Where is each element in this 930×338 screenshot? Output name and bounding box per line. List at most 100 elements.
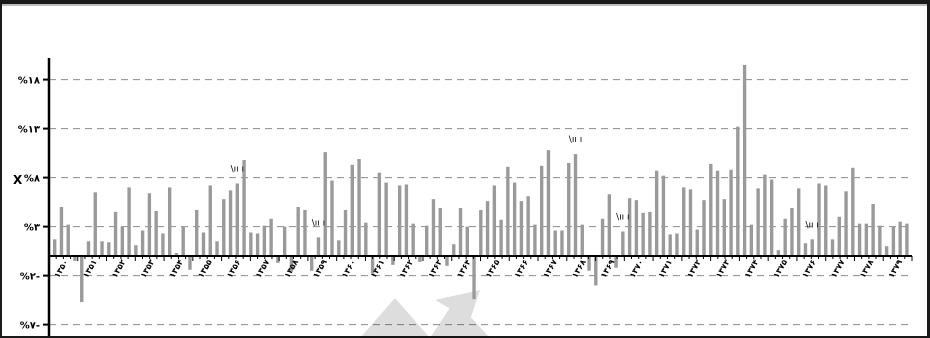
bar-3	[73, 256, 77, 261]
bar-89	[654, 170, 659, 256]
bar-19	[181, 226, 185, 256]
bar-108	[783, 218, 787, 256]
bar-27	[235, 183, 239, 256]
bar-38	[310, 256, 314, 271]
bar-110	[797, 188, 801, 256]
bar-99	[722, 199, 726, 256]
bar-1	[59, 207, 64, 256]
bar-113	[817, 183, 821, 256]
bar-7	[100, 241, 104, 256]
bar-20	[188, 256, 192, 270]
bar-124	[891, 226, 896, 256]
bar-93	[682, 187, 686, 256]
bar-121	[871, 204, 875, 256]
x-tick-label-19: ۱۳۶۹	[599, 258, 617, 280]
bar-98	[715, 170, 720, 256]
bar-106	[769, 179, 774, 256]
bar-36	[296, 207, 300, 256]
bar-71	[533, 224, 537, 256]
x-tick-labels: ۱۳۵۰ ۱۳۵۱ ۱۳۵۲ ۱۳۵۳ ۱۳۵۴ ۱۳۵۵ ۱۳۵۶ ۱۳۵۷ ۱۳۵۸ ۱۳۵۹…	[52, 258, 904, 280]
y-tick-label-4: %۲-	[20, 272, 40, 283]
bar-annotation-1: \ıı ı	[312, 218, 325, 228]
bar-55	[425, 225, 429, 256]
y-tick-label-5: %۷-	[20, 321, 40, 332]
bar-64	[485, 201, 490, 256]
x-tick-label-24: ۱۳۷۴	[743, 258, 761, 280]
bar-107	[776, 250, 781, 256]
bar-109	[790, 207, 794, 256]
x-tick-label-9: ۱۳۵۹	[311, 258, 329, 280]
x-tick-label-12: ۱۳۶۲	[398, 258, 416, 280]
bar-23	[208, 185, 212, 256]
bar-67	[506, 166, 510, 256]
x-tick-label-7: ۱۳۵۷	[254, 258, 272, 280]
bar-8	[107, 242, 111, 256]
bar-31	[262, 225, 267, 256]
bar-10	[120, 226, 125, 256]
bar-83	[614, 256, 618, 268]
watermark-logo	[360, 290, 490, 338]
bar-45	[357, 158, 361, 256]
bar-0	[53, 239, 57, 256]
bar-25	[222, 199, 226, 256]
bar-92	[675, 233, 679, 256]
left-border	[0, 0, 2, 338]
x-tick-label-17: ۱۳۶۷	[541, 258, 559, 280]
bar-82	[607, 194, 612, 256]
x-tick-label-21: ۱۳۷۱	[657, 258, 675, 279]
x-tick-label-6: ۱۳۵۶	[225, 258, 243, 280]
bar-47	[370, 256, 375, 274]
bar-14	[147, 193, 152, 256]
bar-56	[431, 199, 436, 256]
bar-15	[154, 210, 158, 256]
bar-66	[499, 219, 503, 256]
x-tick-label-25: ۱۳۷۵	[772, 258, 790, 280]
bar-9	[113, 211, 118, 256]
bar-85	[627, 198, 632, 256]
bar-54	[418, 256, 422, 262]
x-tick-label-0: ۱۳۵۰	[52, 258, 70, 279]
bar-97	[709, 163, 713, 256]
bar-72	[539, 165, 544, 256]
x-tick-label-3: ۱۳۵۳	[139, 258, 157, 280]
bar-60	[458, 207, 463, 256]
bar-96	[702, 200, 706, 256]
y-tick-labels: %۱۸ %۱۳ %۸ %۳ %۲- %۷-	[18, 76, 40, 332]
bar-77	[573, 154, 578, 256]
bar-30	[255, 233, 260, 256]
bar-50	[391, 256, 395, 265]
x-tick-label-4: ۱۳۵۴	[168, 258, 186, 280]
bar-4	[80, 256, 84, 303]
bar-63	[479, 209, 483, 256]
bar-39	[316, 237, 321, 256]
bar-73	[546, 150, 551, 256]
axes	[43, 58, 913, 336]
bar-29	[249, 232, 253, 256]
bar-115	[830, 239, 835, 256]
right-border	[927, 0, 930, 338]
bar-annotation-4: \ıı ı	[806, 220, 819, 230]
bar-100	[729, 169, 733, 256]
bar-79	[587, 256, 591, 271]
bar-61	[465, 226, 469, 256]
bar-44	[350, 164, 354, 256]
bar-37	[303, 209, 307, 256]
x-tick-label-5: ۱۳۵۵	[196, 258, 214, 280]
bar-84	[621, 231, 625, 256]
bar-101	[736, 126, 740, 256]
bar-75	[560, 230, 564, 256]
bar-2	[66, 224, 70, 256]
top-border	[0, 0, 930, 4]
x-tick-label-13: ۱۳۶۳	[426, 258, 444, 280]
bar-120	[864, 223, 869, 256]
bar-40	[323, 152, 327, 256]
x-tick-label-22: ۱۳۷۲	[685, 258, 703, 280]
bar-76	[567, 162, 571, 256]
bar-105	[763, 174, 767, 256]
bar-18	[174, 253, 179, 256]
bar-87	[641, 212, 645, 256]
bar-59	[452, 244, 456, 256]
bar-58	[445, 256, 449, 266]
bar-122	[878, 225, 882, 256]
